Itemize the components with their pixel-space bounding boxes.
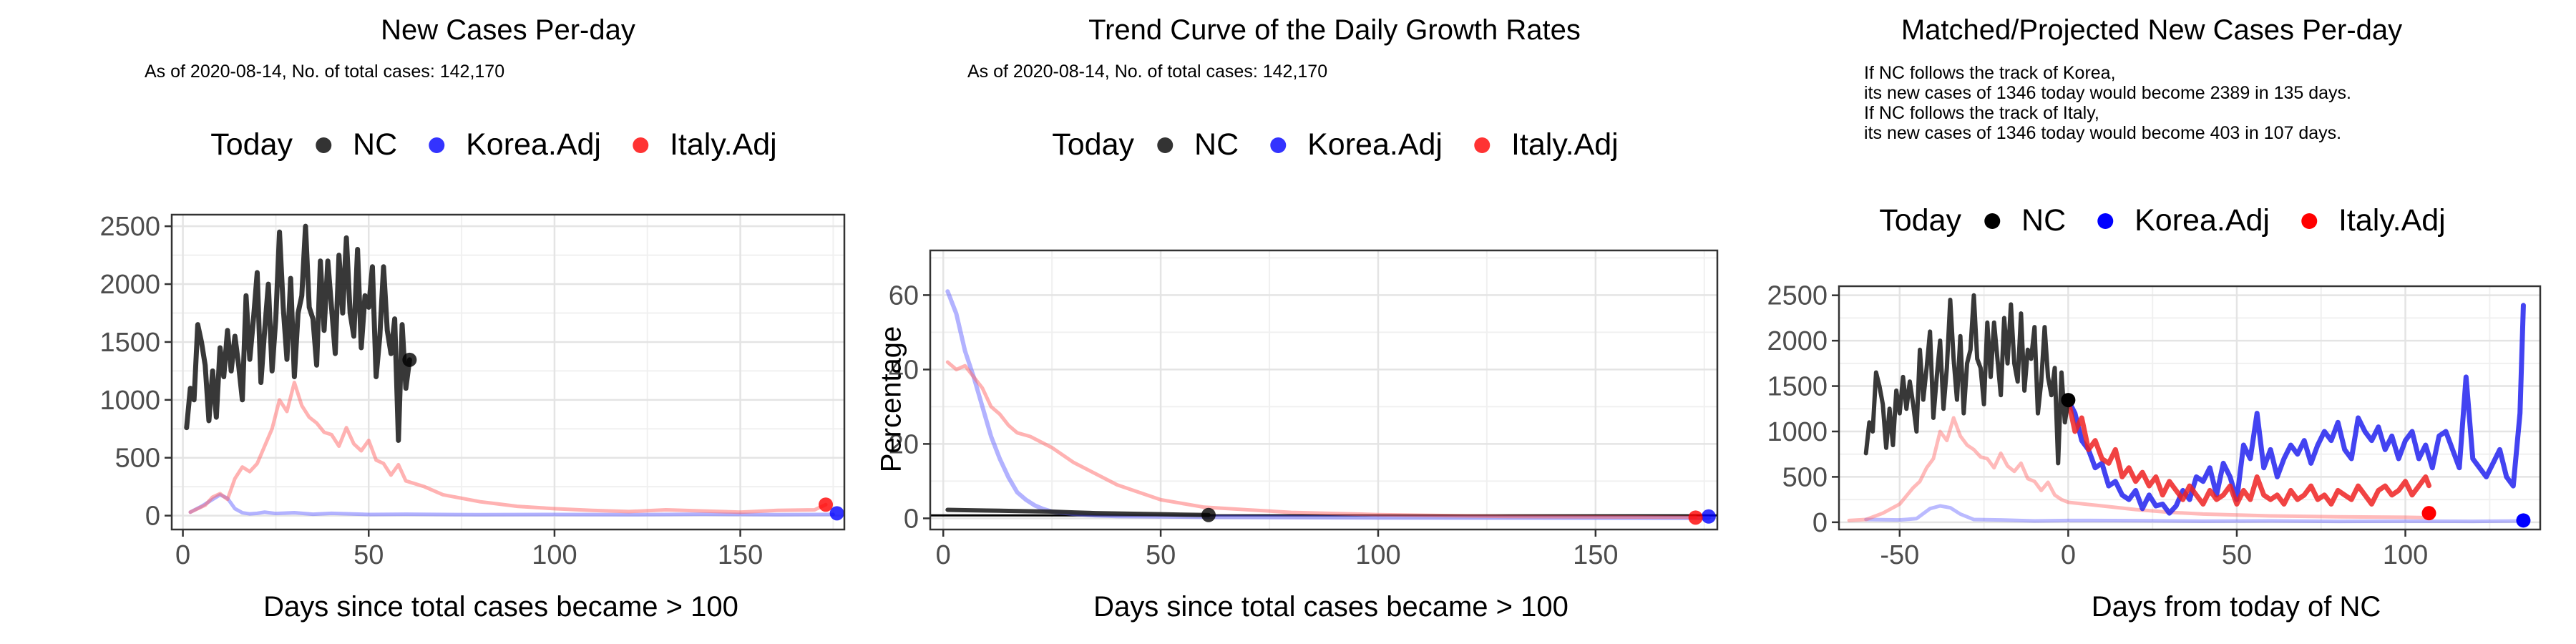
legend-key-nc	[1157, 137, 1174, 153]
today-point-italy-adj	[1688, 510, 1703, 525]
chart-title: Matched/Projected New Cases Per-day	[1901, 14, 2403, 46]
grid	[172, 215, 844, 530]
x-tick-label: -50	[1880, 540, 1919, 570]
chart-title: Trend Curve of the Daily Growth Rates	[1088, 14, 1581, 46]
grid	[930, 250, 1717, 530]
legend-label-nc: NC	[2021, 203, 2067, 238]
legend-label-korea: Korea.Adj	[1307, 127, 1443, 162]
legend-label-korea: Korea.Adj	[2135, 203, 2270, 238]
x-axis-title: Days since total cases became > 100	[1093, 591, 1568, 623]
legend-key-italy	[632, 137, 648, 153]
x-tick-label: 50	[2222, 540, 2252, 570]
x-tick-label: 100	[532, 540, 577, 570]
legend-key-korea	[2097, 213, 2114, 229]
legend-key-nc	[1984, 213, 2001, 229]
note-line: If NC follows the track of Italy,	[1864, 103, 2099, 123]
projection-notes: If NC follows the track of Korea, its ne…	[1864, 63, 2351, 143]
chart-subtitle: As of 2020-08-14, No. of total cases: 14…	[967, 62, 1328, 82]
series-line-nc	[1863, 293, 2071, 466]
x-axis-title: Days since total cases became > 100	[263, 591, 738, 623]
y-tick-label: 60	[889, 280, 919, 311]
x-tick-label: 150	[1573, 540, 1618, 570]
y-tick-label: 2000	[99, 270, 160, 300]
x-tick-label: 0	[175, 540, 190, 570]
x-tick-label: 0	[2061, 540, 2076, 570]
note-line: its new cases of 1346 today would become…	[1864, 83, 2351, 103]
x-tick-label: 50	[1146, 540, 1176, 570]
series-line-italy-adj-projected	[2065, 397, 2432, 507]
plot-background	[930, 250, 1717, 530]
legend-label-nc: NC	[353, 127, 398, 162]
y-tick-label: 0	[1813, 508, 1828, 538]
legend-title: Today	[1052, 127, 1135, 162]
series-line-italy-adj	[945, 360, 1698, 519]
legend-key-nc	[316, 137, 332, 153]
legend: Today NC Korea.Adj Italy.Adj	[1879, 203, 2445, 238]
legend: Today NC Korea.Adj Italy.Adj	[1052, 127, 1618, 162]
chart-title: New Cases Per-day	[381, 14, 635, 46]
series-line-italy-adj-history	[1847, 416, 2431, 522]
legend-title: Today	[210, 127, 293, 162]
y-tick-label: 1500	[99, 328, 160, 358]
legend: Today NC Korea.Adj Italy.Adj	[210, 127, 776, 162]
y-tick-label: 500	[115, 444, 160, 474]
legend-label-korea: Korea.Adj	[466, 127, 601, 162]
legend-label-italy: Italy.Adj	[2338, 203, 2446, 238]
y-tick-label: 40	[889, 355, 919, 385]
y-tick-label: 500	[1782, 462, 1828, 492]
legend-key-italy	[2301, 213, 2317, 229]
note-line: its new cases of 1346 today would become…	[1864, 123, 2342, 143]
y-tick-label: 1000	[99, 386, 160, 416]
legend-label-italy: Italy.Adj	[669, 127, 777, 162]
y-tick-label: 2000	[1767, 326, 1828, 356]
y-tick-label: 1500	[1767, 372, 1828, 402]
chart-subtitle: As of 2020-08-14, No. of total cases: 14…	[145, 62, 505, 82]
today-point-nc	[2061, 393, 2076, 408]
legend-label-italy: Italy.Adj	[1511, 127, 1619, 162]
legend-label-nc: NC	[1194, 127, 1239, 162]
y-tick-label: 0	[904, 504, 919, 534]
x-tick-label: 100	[1355, 540, 1400, 570]
x-axis-title: Days from today of NC	[2091, 591, 2381, 623]
y-tick-label: 1000	[1767, 417, 1828, 447]
legend-title: Today	[1879, 203, 1962, 238]
y-axis-title: Percentage	[875, 326, 907, 473]
grid	[1839, 286, 2540, 530]
x-tick-label: 50	[353, 540, 384, 570]
series-line-korea-adj-history	[1864, 504, 2525, 524]
today-point-italy-adj	[2421, 506, 2436, 521]
series-line-nc	[945, 507, 1211, 517]
x-tick-label: 100	[2383, 540, 2428, 570]
today-point-italy-adj	[819, 497, 834, 512]
series-line-nc	[184, 223, 412, 443]
x-tick-label: 0	[936, 540, 951, 570]
today-point-nc	[1201, 507, 1216, 522]
legend-key-korea	[429, 137, 445, 153]
series-line-italy-adj	[188, 381, 828, 514]
today-point-nc	[402, 352, 417, 367]
y-tick-label: 20	[889, 429, 919, 459]
today-point-korea-adj	[2516, 513, 2531, 528]
legend-key-korea	[1270, 137, 1287, 153]
plot-border	[1838, 285, 2542, 531]
today-point-korea-adj	[829, 506, 844, 521]
y-tick-label: 2500	[99, 212, 160, 242]
x-tick-label: 150	[718, 540, 763, 570]
plot-border	[929, 249, 1719, 531]
today-point-korea-adj	[1701, 509, 1716, 524]
y-tick-label: 0	[145, 502, 160, 532]
plot-border	[170, 213, 846, 531]
legend-key-italy	[1473, 137, 1490, 153]
series-line-korea-adj-projected	[2065, 303, 2526, 516]
plot-background	[172, 215, 844, 530]
plot-growth-rates: 0 50 100 150 0 20 40 60	[889, 249, 1719, 570]
y-tick-label: 2500	[1767, 281, 1828, 311]
note-line: If NC follows the track of Korea,	[1864, 63, 2116, 83]
